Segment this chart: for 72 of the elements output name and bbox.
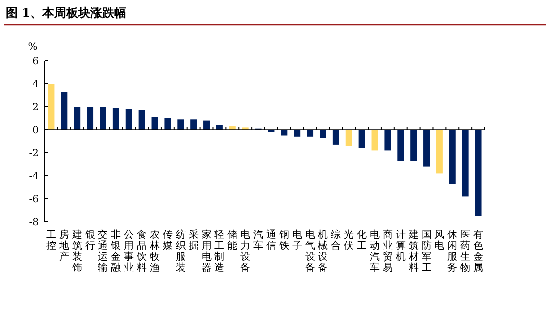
x-tick-label: 工控 (46, 230, 56, 252)
bar (320, 130, 326, 138)
y-tick-label: -2 (29, 148, 39, 160)
x-tick-label: 轻工制造 (214, 229, 225, 274)
bar (61, 92, 68, 130)
x-tick-label: 医药生物 (460, 230, 471, 274)
y-tick-label: 4 (32, 80, 39, 90)
y-tick-label: -6 (29, 194, 39, 206)
x-tick-label: 国防军工 (422, 230, 432, 274)
x-tick-label: 机械设备 (318, 229, 328, 274)
x-tick-label: 汽车 (254, 229, 264, 252)
bar (178, 120, 184, 130)
chart-title: 图 1、本周板块涨跌幅 (6, 6, 127, 20)
bar (424, 130, 430, 167)
x-tick-label: 家用电器 (202, 229, 212, 274)
x-tick-label: 休闲服务 (448, 230, 458, 274)
x-tick-label: 通信 (266, 229, 276, 252)
bar (372, 130, 378, 151)
bar (398, 130, 404, 162)
x-tick-label: 综合 (331, 229, 342, 252)
y-tick-label: 2 (32, 102, 39, 114)
y-tick-label: 6 (32, 56, 39, 68)
bar (204, 120, 210, 130)
x-tick-label: 银行 (84, 230, 96, 252)
x-tick-label: 电力设备 (240, 229, 251, 274)
x-tick-label: 农林牧渔 (149, 230, 160, 274)
x-tick-label: 计算机 (396, 229, 406, 263)
x-tick-label: 储能 (228, 229, 238, 252)
x-tick-label: 建筑材料 (408, 229, 419, 274)
x-tick-label: 电子 (292, 229, 302, 252)
y-tick-label: -8 (29, 218, 39, 228)
x-tick-label: 商业贸易 (382, 229, 393, 274)
bar (358, 130, 366, 148)
bar (281, 130, 288, 136)
bar (190, 120, 198, 130)
x-tick-label: 传媒 (162, 230, 173, 252)
bar (164, 118, 172, 130)
x-tick-label: 公用事业 (124, 229, 134, 274)
bar (138, 110, 146, 130)
x-tick-label: 电气设备 (305, 229, 316, 274)
bar (48, 84, 55, 130)
bar (112, 108, 120, 130)
bar (436, 130, 443, 174)
x-tick-label: 房地产 (58, 229, 70, 263)
bar (87, 107, 94, 130)
bar (74, 107, 81, 130)
x-tick-label: 交通运输 (98, 229, 108, 274)
bar (100, 107, 106, 130)
x-tick-label: 采掘 (188, 229, 199, 252)
y-tick-label: -4 (29, 172, 39, 182)
x-tick-label: 钢铁 (278, 230, 290, 252)
y-axis-title: % (28, 42, 38, 53)
bar (346, 130, 352, 146)
x-tick-label: 化工 (357, 229, 368, 252)
y-tick-label: 0 (32, 126, 39, 136)
bar (462, 130, 469, 197)
bar (307, 130, 314, 137)
bar (475, 130, 482, 216)
bar (332, 130, 340, 145)
bar (449, 130, 456, 184)
x-tick-label: 纺织服装 (176, 229, 186, 274)
x-tick-label: 光伏 (344, 229, 354, 252)
bar (294, 130, 301, 137)
x-tick-label: 风电 (434, 230, 445, 252)
x-tick-label: 建筑装饰 (71, 229, 82, 274)
x-tick-label: 食品饮料 (136, 229, 148, 274)
bar (126, 109, 132, 130)
x-tick-label: 非银金融 (110, 229, 122, 274)
bar (384, 130, 392, 151)
bar (410, 130, 418, 162)
x-tick-label: 有色金属 (474, 229, 484, 274)
x-tick-label: 电动汽车 (370, 229, 380, 274)
